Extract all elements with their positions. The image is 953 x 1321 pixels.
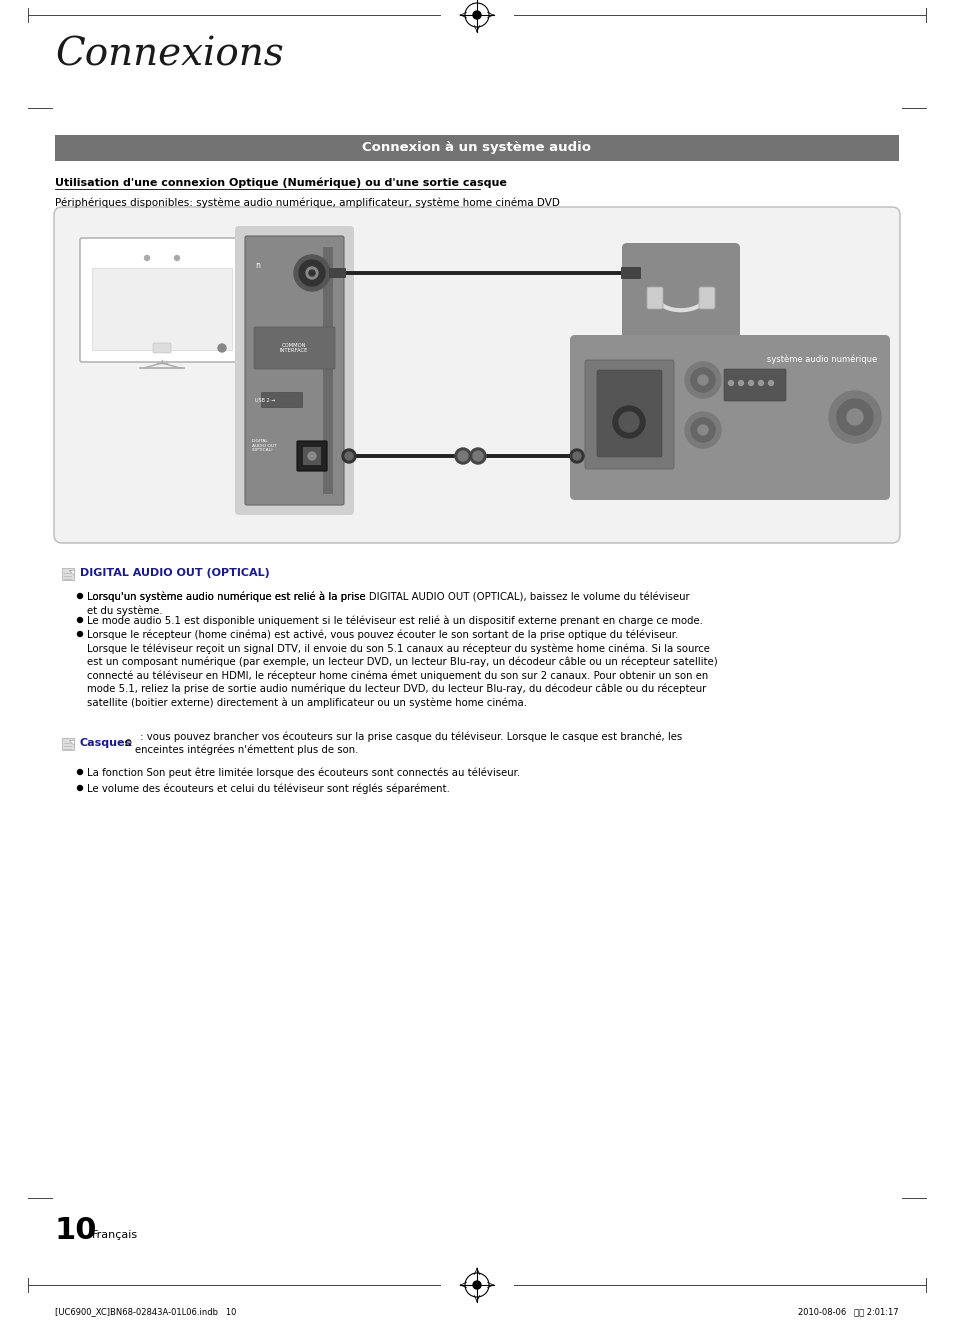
Circle shape (457, 450, 468, 461)
Text: COMMON
INTERFACE: COMMON INTERFACE (279, 342, 308, 354)
FancyBboxPatch shape (234, 226, 354, 515)
Circle shape (618, 412, 639, 432)
Polygon shape (69, 569, 74, 575)
FancyBboxPatch shape (253, 328, 335, 369)
Text: Connexion à un système audio: Connexion à un système audio (362, 141, 591, 155)
Text: Périphériques disponibles: système audio numérique, amplificateur, système home : Périphériques disponibles: système audio… (55, 197, 559, 207)
FancyBboxPatch shape (621, 243, 740, 341)
Circle shape (144, 255, 150, 260)
Circle shape (294, 255, 330, 291)
Circle shape (455, 448, 471, 464)
Circle shape (690, 369, 714, 392)
Circle shape (473, 11, 480, 18)
Circle shape (473, 450, 482, 461)
FancyBboxPatch shape (54, 207, 899, 543)
Text: [UC6900_XC]BN68-02843A-01L06.indb   10: [UC6900_XC]BN68-02843A-01L06.indb 10 (55, 1306, 236, 1316)
FancyBboxPatch shape (296, 441, 327, 472)
Circle shape (308, 452, 315, 460)
Circle shape (828, 391, 880, 443)
Text: La fonction Son peut être limitée lorsque des écouteurs sont connectés au télévi: La fonction Son peut être limitée lorsqu… (87, 768, 519, 778)
FancyBboxPatch shape (323, 247, 333, 494)
FancyBboxPatch shape (62, 568, 74, 580)
FancyBboxPatch shape (55, 135, 898, 161)
Text: USB 2 →: USB 2 → (254, 398, 275, 403)
FancyBboxPatch shape (620, 267, 640, 279)
FancyBboxPatch shape (303, 446, 320, 465)
FancyBboxPatch shape (62, 738, 74, 750)
Circle shape (690, 417, 714, 443)
FancyBboxPatch shape (646, 287, 662, 309)
Text: Casques: Casques (80, 738, 132, 748)
Text: Utilisation d'une connexion Optique (Numérique) ou d'une sortie casque: Utilisation d'une connexion Optique (Num… (55, 177, 506, 188)
Polygon shape (69, 740, 74, 745)
FancyBboxPatch shape (597, 370, 661, 457)
Circle shape (345, 452, 353, 460)
Circle shape (613, 406, 644, 439)
FancyBboxPatch shape (152, 343, 171, 353)
Text: Le mode audio 5.1 est disponible uniquement si le téléviseur est relié à un disp: Le mode audio 5.1 est disponible uniquem… (87, 616, 702, 626)
Text: Connexions: Connexions (55, 37, 283, 74)
FancyBboxPatch shape (329, 268, 346, 277)
Circle shape (77, 770, 82, 774)
FancyBboxPatch shape (584, 361, 673, 469)
Text: Français: Français (91, 1230, 138, 1240)
Circle shape (218, 343, 226, 351)
Circle shape (473, 1281, 480, 1289)
FancyBboxPatch shape (80, 238, 244, 362)
Circle shape (758, 380, 762, 386)
Circle shape (298, 260, 325, 287)
Text: DIGITAL
AUDIO OUT
(OPTICAL): DIGITAL AUDIO OUT (OPTICAL) (252, 439, 276, 452)
Circle shape (470, 448, 485, 464)
Text: Ω: Ω (125, 738, 132, 748)
Circle shape (698, 375, 707, 384)
Circle shape (341, 449, 355, 462)
Circle shape (573, 452, 580, 460)
Text: n: n (254, 260, 259, 269)
FancyBboxPatch shape (723, 369, 785, 402)
Text: Lorsqu'un système audio numérique est relié à la prise: Lorsqu'un système audio numérique est re… (87, 592, 369, 602)
Circle shape (728, 380, 733, 386)
FancyBboxPatch shape (699, 287, 714, 309)
Text: Le volume des écouteurs et celui du téléviseur sont réglés séparément.: Le volume des écouteurs et celui du télé… (87, 783, 450, 794)
Text: DIGITAL AUDIO OUT (OPTICAL): DIGITAL AUDIO OUT (OPTICAL) (80, 568, 270, 579)
Circle shape (836, 399, 872, 435)
Circle shape (698, 425, 707, 435)
Circle shape (309, 269, 314, 276)
Circle shape (77, 631, 82, 637)
Text: 10: 10 (55, 1217, 97, 1244)
Text: Lorsqu'un système audio numérique est relié à la prise DIGITAL AUDIO OUT (OPTICA: Lorsqu'un système audio numérique est re… (87, 592, 689, 616)
Text: Lorsque le récepteur (home cinéma) est activé, vous pouvez écouter le son sortan: Lorsque le récepteur (home cinéma) est a… (87, 630, 717, 708)
Circle shape (748, 380, 753, 386)
Circle shape (684, 362, 720, 398)
FancyBboxPatch shape (245, 236, 344, 505)
Circle shape (846, 410, 862, 425)
Circle shape (174, 255, 179, 260)
Circle shape (684, 412, 720, 448)
Circle shape (77, 593, 82, 598)
Text: OPTICAL: OPTICAL (610, 371, 647, 380)
Circle shape (768, 380, 773, 386)
FancyBboxPatch shape (569, 336, 889, 501)
Circle shape (306, 267, 317, 279)
Text: système audio numérique: système audio numérique (766, 354, 876, 363)
FancyBboxPatch shape (91, 268, 232, 350)
Circle shape (738, 380, 742, 386)
Circle shape (569, 449, 583, 462)
Circle shape (77, 786, 82, 790)
Text: 2010-08-06   오후 2:01:17: 2010-08-06 오후 2:01:17 (798, 1306, 898, 1316)
FancyBboxPatch shape (261, 392, 302, 407)
Text: : vous pouvez brancher vos écouteurs sur la prise casque du téléviseur. Lorsque : : vous pouvez brancher vos écouteurs sur… (135, 731, 681, 756)
Circle shape (77, 617, 82, 622)
